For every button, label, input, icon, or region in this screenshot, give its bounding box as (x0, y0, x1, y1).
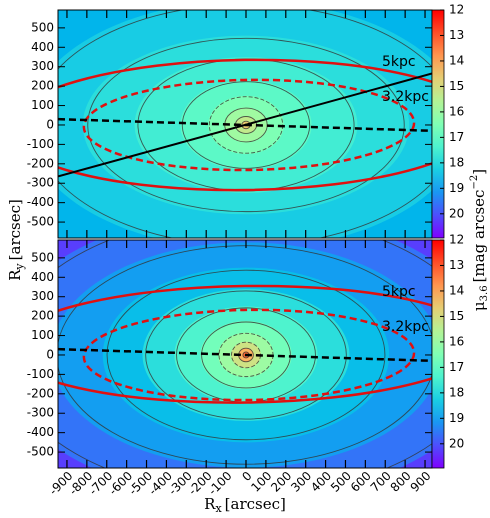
y-tick-label: -200 (27, 156, 54, 170)
x-label-unit: [arcsec] (225, 495, 286, 513)
inner-ellipse (82, 308, 416, 402)
colorbar-tick-label: 15 (449, 79, 464, 93)
y-tick-label: 200 (31, 79, 54, 93)
x-label-sub: x (215, 502, 222, 515)
cbar-label-symbol: μ (470, 301, 488, 311)
y-tick-label: 200 (31, 309, 54, 323)
y-label-symbol: R (6, 269, 24, 281)
colorbar-tick-label: 19 (449, 411, 464, 425)
colorbar-tick-label: 13 (449, 28, 464, 42)
y-tick-label: 300 (31, 289, 54, 303)
y-tick-label: -200 (27, 386, 54, 400)
outer-ellipse (58, 284, 432, 404)
major-axis-line (58, 347, 432, 363)
colorbar-tick-label: 13 (449, 258, 464, 272)
colorbar-label: μ3.6 [mag arcsec−2] (469, 169, 490, 311)
y-tick-label: -300 (27, 176, 54, 190)
y-tick-label: 300 (31, 59, 54, 73)
y-tick-label: 0 (46, 117, 54, 131)
y-tick-label: -300 (27, 406, 54, 420)
annotation: 3.2kpc (382, 319, 429, 335)
x-tick-label: -100 (206, 469, 235, 498)
outer-ellipse (58, 58, 432, 192)
colorbar-tick-label: 16 (449, 334, 464, 348)
colorbar-tick-label: 20 (449, 206, 464, 220)
colorbar-tick-label: 17 (449, 360, 464, 374)
image-panel (58, 10, 432, 238)
colorbar-tick-label: 14 (449, 283, 464, 297)
colorbar-tick-label: 12 (449, 233, 464, 247)
contour (145, 290, 347, 420)
x-axis-label: Rx [arcsec] (204, 495, 286, 515)
colorbar-tick-label: 16 (449, 104, 464, 118)
colorbar-tick-label: 12 (449, 3, 464, 17)
y-tick-label: 100 (31, 98, 54, 112)
y-tick-label: -100 (27, 137, 54, 151)
annotation: 5kpc (382, 54, 416, 70)
y-axis-label: Ry [arcsec] (6, 199, 26, 281)
x-label-symbol: R (204, 495, 216, 513)
cbar-label-sup: −2 (469, 175, 480, 190)
y-tick-label: -500 (27, 445, 54, 459)
y-tick-label: 100 (31, 328, 54, 342)
y-label-unit: [arcsec] (6, 199, 24, 260)
y-tick-label: 0 (46, 347, 54, 361)
y-tick-label: 500 (31, 250, 54, 264)
y-tick-label: -100 (27, 367, 54, 381)
colorbar (431, 239, 445, 469)
contour (181, 81, 311, 169)
colorbar-tick-label: 18 (449, 155, 464, 169)
cbar-label-sub: 3.6 (479, 285, 490, 301)
colorbar-tick-label: 14 (449, 53, 464, 67)
y-tick-label: -500 (27, 215, 54, 229)
y-tick-label: -400 (27, 195, 54, 209)
image-panel (58, 240, 432, 468)
y-label-sub: y (13, 263, 26, 271)
annotation: 3.2kpc (382, 89, 429, 105)
x-tick-label: 900 (408, 469, 434, 495)
contour (106, 269, 386, 441)
y-tick-label: 400 (31, 40, 54, 54)
cbar-label-unit: [mag arcsec (470, 190, 488, 283)
minor-axis-line (58, 72, 432, 178)
y-tick-label: -400 (27, 425, 54, 439)
colorbar-tick-label: 17 (449, 130, 464, 144)
contour (201, 321, 291, 389)
colorbar-tick-label: 18 (449, 385, 464, 399)
cbar-label-end: ] (470, 169, 488, 175)
colorbar-tick-label: 15 (449, 309, 464, 323)
contour (87, 37, 405, 213)
y-tick-label: 400 (31, 270, 54, 284)
colorbar-tick-label: 20 (449, 436, 464, 450)
inner-ellipse (82, 78, 416, 172)
y-tick-label: 500 (31, 20, 54, 34)
colorbar (431, 9, 445, 239)
colorbar-tick-label: 19 (449, 181, 464, 195)
annotation: 5kpc (382, 284, 416, 300)
